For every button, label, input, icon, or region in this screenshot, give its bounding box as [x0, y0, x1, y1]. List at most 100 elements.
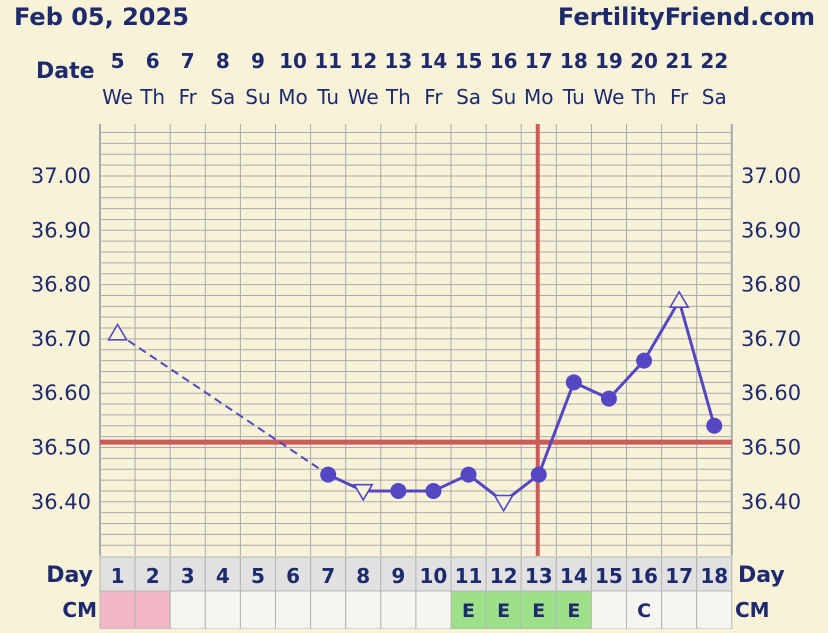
- day-number: 15: [595, 564, 623, 588]
- temperature-segment: [677, 300, 716, 427]
- cm-value: C: [637, 600, 651, 622]
- cm-cell: [485, 590, 522, 630]
- cm-value: E: [532, 600, 545, 622]
- day-cell: [696, 556, 733, 592]
- weekday-label: Fr: [424, 85, 443, 109]
- date-label: 8: [216, 49, 230, 73]
- cm-cell: [99, 590, 136, 630]
- cm-cell: [590, 590, 628, 630]
- weekday-label: Tu: [562, 85, 585, 109]
- weekday-label: Tu: [316, 85, 339, 109]
- date-label: 19: [595, 49, 623, 73]
- chart-date: Feb 05, 2025: [14, 3, 189, 31]
- temperature-point: [530, 466, 547, 483]
- day-number: 13: [525, 564, 553, 588]
- day-cell: [204, 556, 241, 592]
- date-label: 10: [279, 49, 307, 73]
- temperature-segment: [607, 359, 646, 400]
- date-row-label: Date: [36, 59, 95, 84]
- date-label: 11: [314, 49, 342, 73]
- weekday-label: We: [593, 85, 624, 109]
- cm-cell: [450, 590, 487, 630]
- temperature-point: [565, 374, 582, 391]
- temperature-point: [636, 352, 653, 369]
- y-tick-label-left: 36.50: [31, 436, 91, 460]
- date-label: 18: [560, 49, 588, 73]
- site-name: FertilityFriend.com: [558, 3, 815, 31]
- temperature-segment: [537, 381, 576, 476]
- weekday-label: Mo: [278, 85, 308, 109]
- cm-cell: [380, 590, 417, 630]
- cm-cell: [204, 590, 241, 630]
- y-tick-label-left: 36.40: [31, 490, 91, 514]
- y-tick-label-left: 37.00: [31, 164, 91, 188]
- temperature-point-open-triangle-down: [493, 494, 515, 513]
- y-tick-label-left: 36.60: [31, 381, 91, 405]
- temperature-point-open-triangle-down: [352, 483, 374, 502]
- weekday-label: Th: [139, 85, 165, 109]
- weekday-label: Mo: [524, 85, 554, 109]
- weekday-label: Sa: [456, 85, 481, 109]
- date-label: 13: [384, 49, 412, 73]
- y-axis-labels: 37.00 37.00 36.90 36.90 36.80 36.80 36.70 36.70…: [31, 164, 801, 514]
- cm-cell: [520, 590, 557, 630]
- weekday-label: Su: [245, 85, 270, 109]
- temperature-segment: [642, 300, 681, 362]
- date-label: 14: [420, 49, 448, 73]
- date-label: 21: [665, 49, 693, 73]
- weekday-label: We: [102, 85, 133, 109]
- cm-cell: [345, 590, 382, 630]
- temperature-segment-dashed: [116, 332, 329, 476]
- day-number: 16: [630, 564, 658, 588]
- cm-cell: [626, 590, 663, 630]
- day-number: 10: [420, 564, 448, 588]
- day-number: 12: [490, 564, 518, 588]
- cm-cell: [275, 590, 312, 630]
- y-tick-label-right: 36.70: [741, 327, 801, 351]
- cm-value: E: [462, 600, 475, 622]
- y-tick-label-left: 36.70: [31, 327, 91, 351]
- day-number: 11: [455, 564, 483, 588]
- cm-value: E: [567, 600, 580, 622]
- weekday-label: Fr: [179, 85, 198, 109]
- temperature-point: [425, 482, 442, 499]
- day-number: 18: [700, 564, 728, 588]
- date-label: 16: [490, 49, 518, 73]
- weekday-label: Th: [631, 85, 657, 109]
- day-number: 1: [111, 564, 125, 588]
- cm-cell: [696, 590, 733, 630]
- day-number: 4: [216, 564, 230, 588]
- cm-row-label-right: CM: [735, 598, 770, 622]
- day-cell: [134, 556, 171, 592]
- day-cell: [275, 556, 312, 592]
- temperature-point-open-triangle: [668, 290, 690, 308]
- cm-cell: [239, 590, 276, 630]
- grid: [99, 124, 733, 556]
- date-label: 6: [146, 49, 160, 73]
- y-tick-label-left: 36.90: [31, 218, 91, 242]
- day-row-label: Day: [46, 563, 93, 588]
- cm-cell: [134, 590, 171, 630]
- y-tick-label-right: 37.00: [741, 164, 801, 188]
- y-tick-label-right: 36.50: [741, 436, 801, 460]
- day-number: 6: [286, 564, 300, 588]
- cm-cell: [310, 590, 347, 630]
- date-label: 5: [111, 49, 125, 73]
- temperature-point-open-triangle: [107, 322, 128, 341]
- day-number: 3: [181, 564, 195, 588]
- day-number: 17: [665, 564, 693, 588]
- day-cell: [626, 556, 663, 592]
- temperature-point: [600, 390, 617, 407]
- date-label: 22: [700, 49, 728, 73]
- cm-row-label: CM: [62, 598, 97, 622]
- date-label: 9: [251, 49, 265, 73]
- day-number: 9: [391, 564, 405, 588]
- y-tick-label-right: 36.40: [741, 490, 801, 514]
- day-number: 7: [321, 564, 335, 588]
- y-tick-label-right: 36.80: [741, 273, 801, 297]
- cm-value: E: [497, 600, 510, 622]
